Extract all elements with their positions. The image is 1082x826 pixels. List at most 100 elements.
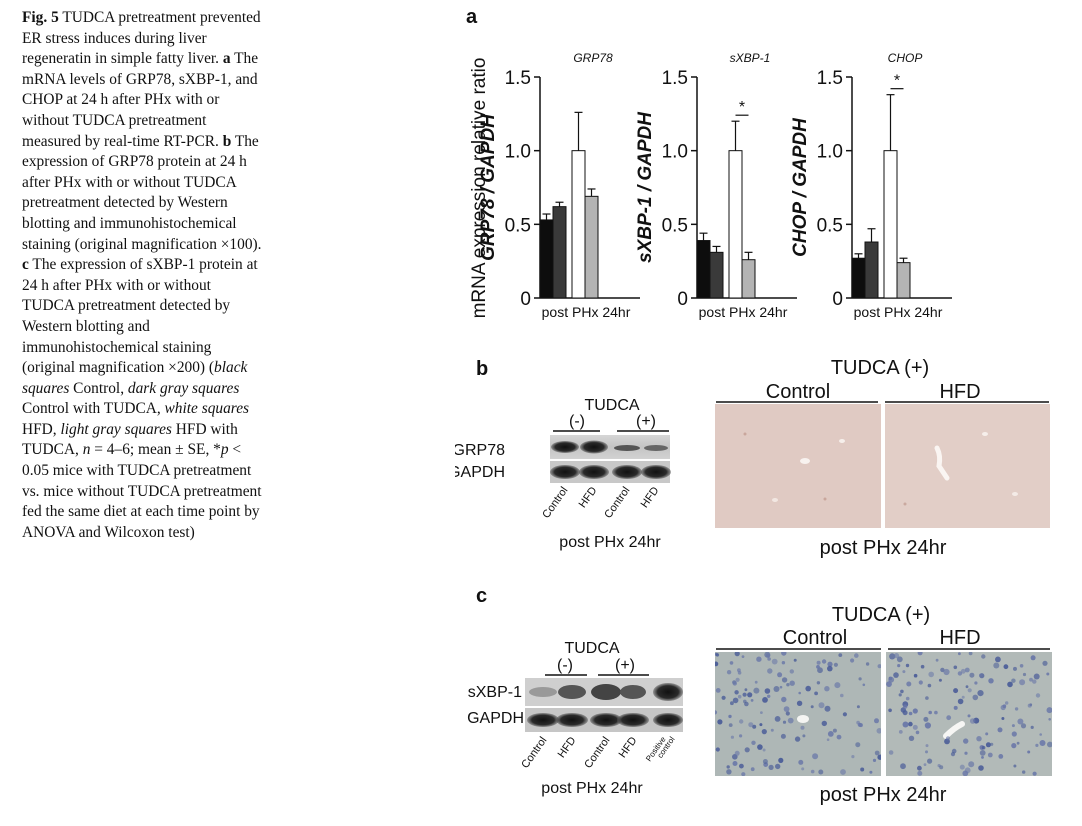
histo-label-hfd: HFD	[939, 627, 980, 649]
lane-label: HFD	[617, 735, 640, 760]
caption-fragment: The expression of GRP78 protein at 24 h …	[22, 132, 262, 253]
histo-label-control: Control	[783, 627, 847, 649]
chart-y-tick-label: 0	[677, 289, 688, 310]
blot-footer: post PHx 24hr	[559, 534, 661, 551]
caption-fragment: HFD with TUDCA,	[22, 420, 238, 459]
caption-fragment: dark gray squares	[127, 379, 240, 397]
band-gapdh-3	[590, 713, 622, 727]
blot-row-label-grp78: GRP78	[455, 442, 505, 459]
caption-fragment: = 4–6; mean ± SE, *	[90, 441, 221, 459]
chart-y-tick-label: 1.5	[662, 68, 688, 89]
band-gapdh-4	[641, 465, 671, 479]
caption-fragment: white squares	[164, 400, 250, 418]
chart-y-axis-label: GRP78 / GAPDH	[478, 113, 499, 261]
chart-bar	[584, 195, 599, 299]
band-grp78-tudca-control	[614, 445, 640, 451]
caption-body: TUDCA pretreatment prevented ER stress i…	[22, 9, 262, 541]
chart-bar	[851, 257, 866, 299]
chart-bar	[728, 150, 743, 299]
chart-significance-mark: *	[894, 73, 900, 90]
caption-fragment: black squares	[22, 359, 248, 397]
band-gapdh-5	[653, 713, 683, 727]
chart-bar	[864, 241, 879, 299]
panel-c-histology-footer: post PHx 24hr	[820, 784, 947, 806]
tudca-label: TUDCA	[584, 397, 639, 414]
chart-y-tick-label: 1.0	[817, 142, 843, 163]
histo-footer: post PHx 24hr	[820, 537, 947, 559]
blot-gapdh-strip	[550, 461, 670, 483]
panel-a-bar-charts: mRNA expression relative ratio GRP78 / G…	[469, 51, 952, 320]
tudca-minus-label: (-)	[557, 657, 573, 674]
lane-label: Control	[582, 735, 612, 771]
lane-label: HFD	[639, 485, 662, 510]
panel-letter-a: a	[466, 6, 478, 28]
chart-y-tick-label: 0.5	[505, 215, 531, 236]
caption-fragment: The mRNA levels of GRP78, sXBP-1, and CH…	[22, 50, 259, 150]
figure-caption: Fig. 5 TUDCA pretreatment prevented ER s…	[22, 8, 262, 543]
panel-c-western-blot: TUDCA (-) (+) sXBP-1 GAPDH Control HFD C…	[467, 640, 683, 797]
band-gapdh-2	[556, 713, 588, 727]
chart-bar	[883, 150, 898, 299]
histology-c-hfd	[886, 652, 1052, 776]
tudca-label: TUDCA	[564, 640, 619, 657]
chart-y-tick-label: 0.5	[817, 215, 843, 236]
chart-bar	[709, 251, 724, 299]
chart-title: CHOP	[888, 51, 923, 65]
histo-title: TUDCA (+)	[831, 357, 929, 379]
chart-y-tick-label: 1.0	[662, 142, 688, 163]
caption-fragment: n	[82, 441, 91, 459]
band-gapdh-1	[550, 465, 580, 479]
lane-label: HFD	[556, 735, 579, 760]
caption-fragment: HFD,	[22, 420, 61, 438]
chart-title: sXBP-1	[730, 51, 771, 65]
lane-label: Control	[519, 735, 549, 771]
chart-y-axis-label: CHOP / GAPDH	[790, 117, 811, 257]
chart-x-axis-label: post PHx 24hr	[699, 304, 788, 320]
panel-c-histology-labels: TUDCA (+) Control HFD	[716, 604, 1050, 650]
lane-label: Control	[602, 485, 632, 521]
chart-title: GRP78	[573, 51, 613, 65]
panel-b-western-blot: TUDCA (-) (+) GRP78 GAPDH Control HFD Co…	[455, 397, 671, 551]
histo-footer: post PHx 24hr	[820, 784, 947, 806]
band-grp78-control	[551, 441, 579, 453]
chart-bar	[571, 150, 586, 299]
band-gapdh-3	[612, 465, 642, 479]
caption-fragment: c	[22, 256, 29, 274]
band-sxbp1-control	[529, 687, 557, 697]
histo-label-control: Control	[766, 381, 830, 403]
caption-fragment: TUDCA pretreatment prevented ER stress i…	[22, 9, 261, 68]
tudca-plus-label: (+)	[636, 413, 656, 430]
histology-b-hfd	[885, 404, 1050, 528]
histology-b-control	[715, 404, 881, 528]
band-gapdh-1	[527, 713, 559, 727]
chart-x-axis-label: post PHx 24hr	[542, 304, 631, 320]
chart-y-axis-label: sXBP-1 / GAPDH	[635, 111, 656, 263]
panel-letter-b: b	[476, 358, 489, 380]
panel-b-histology-labels: TUDCA (+) Control HFD	[716, 357, 1049, 403]
tudca-plus-label: (+)	[615, 657, 635, 674]
shared-y-axis-label: mRNA expression relative ratio	[469, 58, 490, 319]
band-sxbp1-tudca-control	[591, 684, 621, 700]
blot-row-label-sxbp1: sXBP-1	[468, 684, 522, 701]
caption-fragment: b	[222, 132, 232, 150]
chart-y-tick-label: 1.0	[505, 142, 531, 163]
caption-fragment: Control with TUDCA,	[22, 400, 165, 418]
caption-fragment: < 0.05 mice with TUDCA pretreatment vs. …	[22, 441, 262, 541]
caption-fragment: p	[220, 441, 229, 459]
blot-row-label-gapdh: GAPDH	[467, 710, 524, 727]
histo-title: TUDCA (+)	[832, 604, 930, 626]
blot-row-label-gapdh: GAPDH	[455, 464, 505, 481]
caption-fragment: a	[222, 50, 231, 68]
band-grp78-tudca-hfd	[644, 445, 668, 451]
histo-label-hfd: HFD	[939, 381, 980, 403]
band-sxbp1-tudca-hfd	[620, 685, 646, 699]
band-sxbp1-positive	[653, 683, 683, 701]
panel-letter-c: c	[476, 585, 488, 607]
band-grp78-hfd	[580, 440, 608, 454]
tudca-minus-label: (-)	[569, 413, 585, 430]
caption-fragment: The expression of sXBP-1 protein at 24 h…	[22, 256, 258, 377]
panel-b-histology-footer: post PHx 24hr	[820, 537, 947, 559]
chart-bar	[896, 262, 911, 299]
band-sxbp1-hfd	[558, 685, 586, 699]
chart-bar	[696, 240, 711, 299]
